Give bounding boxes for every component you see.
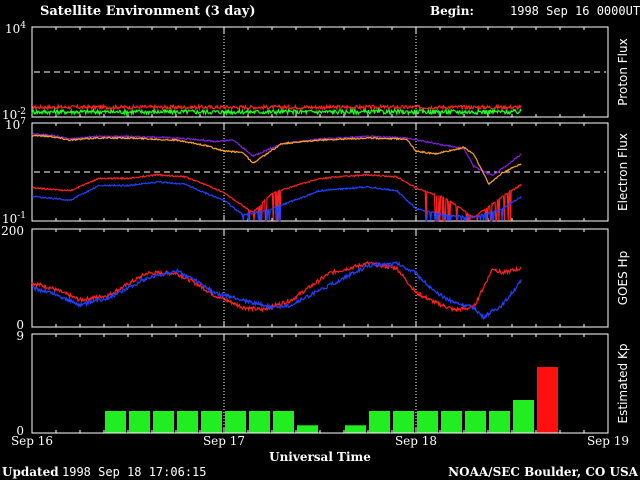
kp-bar: [225, 411, 246, 433]
kp-bar: [129, 411, 150, 433]
series-red: [31, 173, 522, 222]
series-red: [31, 103, 522, 112]
y-tick-label: 0: [16, 424, 24, 438]
y-tick-label: 9: [16, 329, 24, 343]
series-orange: [31, 134, 522, 186]
y-axis-label-electron: Electron Flux: [616, 133, 630, 211]
kp-bar: [297, 425, 318, 433]
y-tick-label: 107: [5, 117, 26, 132]
panel-goes: 200 0 GOES Hp: [1, 224, 630, 332]
kp-bar: [201, 411, 222, 433]
y-axis-label-kp: Estimated Kp: [616, 344, 630, 424]
y-axis-label-goes: GOES Hp: [616, 251, 630, 305]
series-purple: [31, 132, 522, 177]
kp-bar: [345, 425, 366, 433]
plot-title: Satellite Environment (3 day): [40, 4, 255, 19]
kp-bar: [249, 411, 270, 433]
series-blue: [31, 260, 522, 320]
kp-bar: [177, 411, 198, 433]
begin-label: Begin:: [430, 4, 474, 18]
y-tick-label: 104: [5, 21, 26, 36]
series-blue: [31, 180, 522, 222]
updated-value: 1998 Sep 18 17:06:15: [62, 465, 207, 479]
y-tick-label: 200: [1, 224, 24, 238]
updated-label: Updated: [2, 465, 59, 479]
kp-bar: [273, 411, 294, 433]
x-tick-label: Sep 19: [587, 434, 629, 448]
x-tick-label: Sep 17: [203, 434, 245, 448]
kp-bar: [393, 411, 414, 433]
kp-bar: [417, 411, 438, 433]
panels: 104 10-2 Proton Flux 107 10-1 Electron Flux 20…: [1, 21, 630, 438]
x-tick-label: Sep 16: [11, 434, 53, 448]
kp-bar: [465, 411, 486, 433]
kp-bar: [513, 400, 534, 433]
kp-bar: [489, 411, 510, 433]
kp-bar: [153, 411, 174, 433]
x-tick-label: Sep 18: [395, 434, 437, 448]
kp-bar: [369, 411, 390, 433]
series-red: [31, 260, 522, 314]
panel-frame: [31, 228, 609, 328]
y-tick-label: 0: [16, 318, 24, 332]
panel-electron: 107 10-1 Electron Flux: [2, 117, 630, 226]
x-axis-label: Universal Time: [269, 450, 371, 464]
panel-proton: 104 10-2 Proton Flux: [2, 21, 630, 122]
panel-kp: 9 0 Estimated Kp: [16, 329, 630, 438]
begin-value: 1998 Sep 16 0000UT: [510, 4, 640, 18]
kp-bar: [537, 367, 558, 433]
kp-bar: [441, 411, 462, 433]
series-green: [31, 107, 522, 117]
x-axis-ticks: Sep 16 Sep 17 Sep 18 Sep 19: [11, 434, 629, 448]
y-axis-label-proton: Proton Flux: [616, 38, 630, 105]
y-tick-label: 10-1: [2, 211, 26, 226]
credit-text: NOAA/SEC Boulder, CO USA: [448, 465, 639, 479]
kp-bar: [105, 411, 126, 433]
y-tick-label: 10-2: [2, 107, 26, 122]
